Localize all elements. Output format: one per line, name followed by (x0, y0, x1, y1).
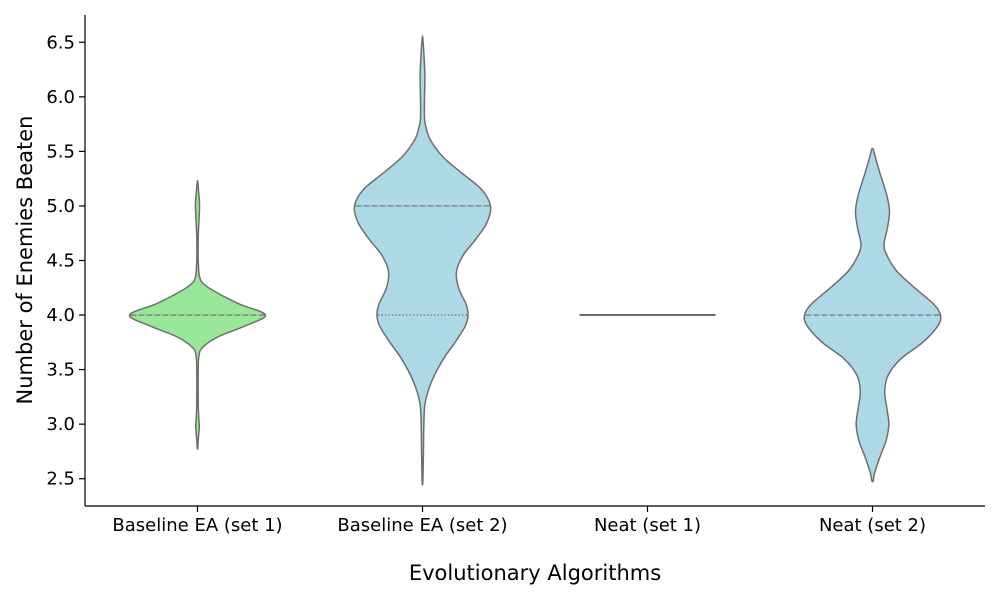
x-tick-label: Neat (set 1) (594, 515, 701, 536)
x-tick-label: Neat (set 2) (819, 515, 926, 536)
violin-body (353, 35, 492, 486)
x-tick-label: Baseline EA (set 1) (112, 515, 282, 536)
y-tick-label: 2.5 (46, 469, 75, 490)
violins-layer (128, 35, 942, 486)
y-tick-label: 5.5 (46, 141, 75, 162)
violin-2 (353, 35, 492, 486)
violin-1 (128, 179, 267, 450)
y-tick-label: 4.0 (46, 305, 75, 326)
violin-4 (803, 147, 942, 483)
y-axis-title: Number of Enemies Beaten (13, 116, 37, 405)
y-tick-label: 6.0 (46, 87, 75, 108)
axes-layer: 2.5 3.0 3.5 4.0 4.5 5.0 5.5 6.0 6.5 Baseline EA (… (46, 15, 985, 536)
y-tick-label: 5.0 (46, 196, 75, 217)
y-tick-label: 6.5 (46, 32, 75, 53)
x-tick-label: Baseline EA (set 2) (337, 515, 507, 536)
y-tick-label: 3.0 (46, 414, 75, 435)
y-tick-label: 4.5 (46, 251, 75, 272)
y-tick-label: 3.5 (46, 360, 75, 381)
x-axis-title: Evolutionary Algorithms (409, 561, 661, 585)
